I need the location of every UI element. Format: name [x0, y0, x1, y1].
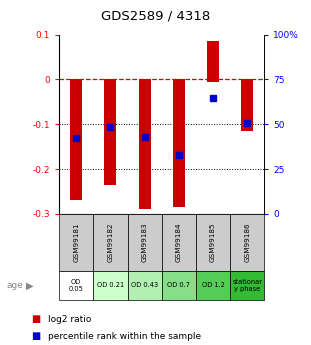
Text: ■: ■ [31, 332, 40, 341]
Text: ▶: ▶ [26, 280, 33, 290]
Bar [162, 214, 196, 271]
Text: percentile rank within the sample: percentile rank within the sample [48, 332, 201, 341]
Text: GDS2589 / 4318: GDS2589 / 4318 [101, 9, 210, 22]
Bar [128, 271, 162, 300]
Bar [128, 214, 162, 271]
Text: log2 ratio: log2 ratio [48, 315, 91, 324]
Text: OD 0.7: OD 0.7 [167, 283, 190, 288]
Text: OD 0.21: OD 0.21 [97, 283, 124, 288]
Text: age: age [6, 281, 23, 290]
Bar [93, 271, 128, 300]
Bar [207, 41, 219, 82]
Text: OD 1.2: OD 1.2 [202, 283, 225, 288]
Bar [241, 79, 253, 131]
Bar [104, 79, 116, 185]
Bar [230, 271, 264, 300]
Bar [59, 271, 93, 300]
Text: GSM99182: GSM99182 [107, 223, 114, 262]
Text: OD 0.43: OD 0.43 [131, 283, 158, 288]
Bar [196, 271, 230, 300]
Bar [70, 79, 82, 200]
Bar [162, 271, 196, 300]
Bar [230, 214, 264, 271]
Bar [139, 79, 151, 209]
Text: GSM99181: GSM99181 [73, 223, 79, 262]
Bar [196, 214, 230, 271]
Text: GSM99183: GSM99183 [142, 223, 148, 262]
Bar [173, 79, 185, 207]
Text: GSM99184: GSM99184 [176, 223, 182, 262]
Text: GSM99185: GSM99185 [210, 223, 216, 262]
Bar [59, 214, 93, 271]
Bar [93, 214, 128, 271]
Text: ■: ■ [31, 314, 40, 324]
Text: OD
0.05: OD 0.05 [69, 279, 84, 292]
Text: stationar
y phase: stationar y phase [232, 279, 262, 292]
Text: GSM99186: GSM99186 [244, 223, 250, 262]
